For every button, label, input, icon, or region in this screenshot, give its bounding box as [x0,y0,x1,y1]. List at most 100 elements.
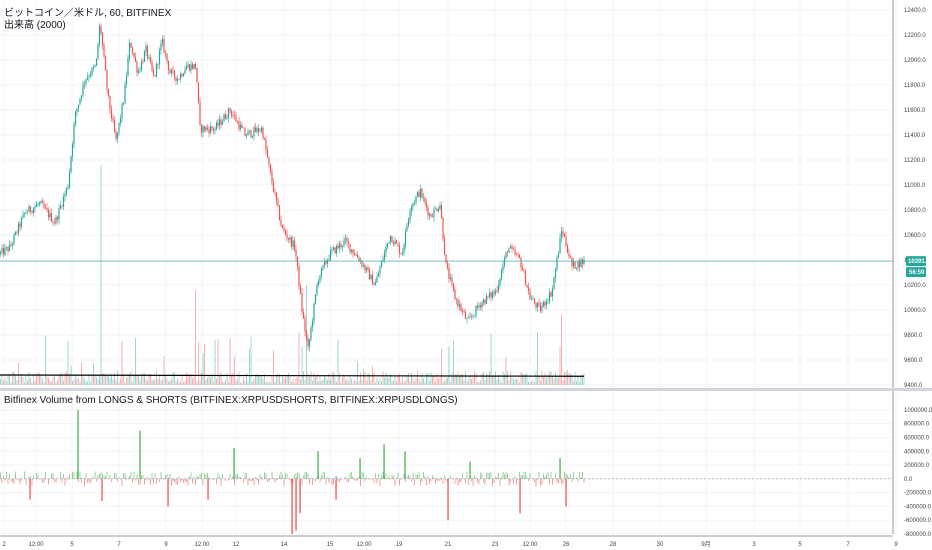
candle-body [446,263,449,269]
ls-spike [359,458,361,479]
candle-body [262,127,264,139]
candle-body [575,268,578,269]
candle-body [365,267,368,271]
volume-bar [516,379,517,385]
time-tick-label: 9 [894,542,898,548]
time-tick-label: 2 [2,542,6,548]
candle-body [412,203,414,208]
candle-body [32,208,35,213]
candle-body [182,73,185,77]
candle-body [131,47,134,54]
ls-bar [265,473,267,479]
volume-bar [52,377,54,385]
candle-body [542,302,545,307]
candle-body [208,128,210,133]
candle-body [205,127,207,131]
volume-bar [94,374,96,385]
ls-bar [202,478,204,485]
ls-bar [169,473,171,479]
volume-bar [379,378,381,385]
volume-bar [513,379,514,385]
candle-body [253,127,255,137]
candle-body [509,246,512,249]
volume-bar [457,371,459,385]
ls-bar [466,471,468,479]
ls-bar [499,478,501,487]
candle-body [560,231,563,239]
ls-bar [10,478,12,482]
volume-bar [583,373,585,385]
volume-bar [97,380,99,385]
volume-bar [381,381,382,385]
volume-bar [144,373,145,385]
volume-bar [421,373,423,385]
volume-bar [576,381,577,385]
candle-body [538,303,540,305]
candle-body [43,203,45,208]
candle-body [106,70,108,89]
ls-bar [1,478,3,484]
ls-bar [240,476,241,479]
candle-body [251,136,254,137]
volume-bar [577,376,579,385]
candle-body [278,205,281,220]
volume-bar [420,381,421,385]
ls-bar [94,471,96,479]
ls-bar [133,471,135,479]
ls-bar [355,478,357,481]
ls-bar [487,473,489,479]
candle-body [11,243,14,246]
ls-bar [454,478,456,484]
ls-bar [558,478,559,484]
indicator-legend[interactable]: Bitfinex Volume from LONGS & SHORTS (BIT… [4,395,458,406]
volume-bar [151,380,153,385]
volume-axis-ticks: 1000000.0 800000.0 600000.0 400000.0 200000.… [904,408,932,538]
countdown-tag-text: 56:59 [909,270,925,276]
candle-body [346,238,348,242]
volume-bar [225,380,226,385]
ls-bar [445,478,447,482]
ls-bar [264,471,265,479]
ls-bar [399,478,400,486]
ls-bar [196,475,198,479]
ls-bar [76,471,78,479]
volume-legend[interactable]: 出来高 (2000) [4,20,66,31]
candle-body [146,45,149,58]
candle-body [46,207,48,210]
ls-bar [418,471,420,479]
volume-bar [210,377,211,385]
ls-bar [208,476,210,479]
volume-bar [79,381,81,385]
ls-bar [405,478,406,482]
volume-bar [181,373,183,385]
volume-bar [319,376,321,385]
volume-bar [16,379,18,385]
candle-body [277,200,279,206]
candle-body [439,205,441,209]
ls-bar [514,476,516,479]
volume-bar [133,375,135,385]
candle-body [40,201,42,203]
symbol-legend[interactable]: ビットコイン／米ドル, 60, BITFINEX [4,8,172,19]
candle-body [496,290,498,292]
volume-bar [499,378,501,385]
candle-body [307,338,309,347]
volume-bar [355,381,357,385]
ls-bar [502,471,504,479]
ls-bar [528,478,529,481]
volume-bar [57,380,58,385]
ls-bar [492,478,493,487]
volume-bar [250,336,252,385]
candle-body [196,67,198,83]
ls-bar [366,476,367,479]
candle-body [236,121,239,123]
candle-body [188,64,191,71]
ls-bar [477,478,478,483]
volume-bar [259,374,261,385]
ls-bar [348,478,349,483]
volume-bar [543,375,544,385]
ls-bar [438,478,439,482]
candle-body [544,302,546,306]
volume-bar [180,382,181,385]
candle-body [113,120,116,132]
